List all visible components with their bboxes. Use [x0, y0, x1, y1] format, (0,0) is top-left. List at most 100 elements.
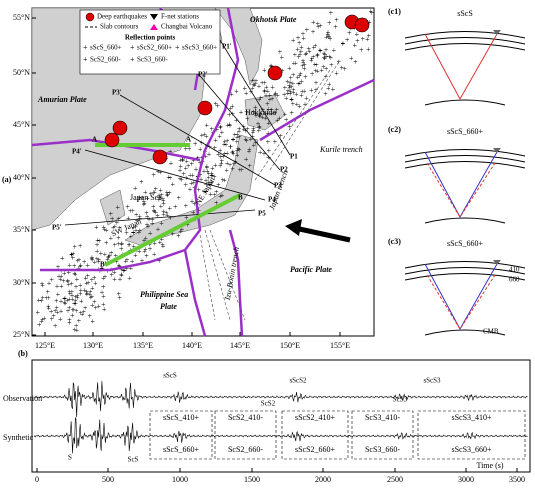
reflection-points: ++++ ++++++++++++++ ++++++++++++++++++++++… — [36, 7, 375, 335]
reflection-point: + — [242, 84, 247, 93]
reflection-point: + — [154, 184, 159, 193]
reflection-point: + — [183, 145, 188, 154]
reflection-point: + — [283, 84, 288, 93]
reflection-point: + — [67, 287, 72, 296]
reflection-point: + — [216, 181, 221, 190]
profile-label: P4 — [268, 196, 276, 204]
reflection-point: + — [40, 279, 45, 288]
reflection-point: + — [264, 91, 269, 100]
reflection-point: + — [147, 240, 152, 249]
reflection-point: + — [60, 254, 65, 263]
reflection-point: + — [36, 308, 41, 317]
reflection-point: + — [161, 242, 166, 251]
reflection-point: + — [104, 239, 109, 248]
reflection-point: + — [99, 264, 104, 273]
reflection-point: + — [180, 225, 185, 234]
reflection-point: + — [227, 120, 232, 129]
reflection-point: + — [165, 191, 170, 200]
reflection-point: + — [70, 250, 75, 259]
reflection-point: + — [209, 171, 214, 180]
reflection-point: + — [69, 250, 74, 259]
reflection-point: + — [210, 171, 215, 180]
reflection-point: + — [275, 91, 280, 100]
panel-label: (c3) — [388, 237, 401, 246]
reflection-point: + — [251, 127, 256, 136]
reflection-point: + — [192, 200, 197, 209]
reflection-point: + — [127, 240, 132, 249]
reflection-point: + — [289, 82, 294, 91]
phase-label: ScS2 — [261, 400, 276, 408]
reflection-point: + — [324, 64, 329, 73]
reflection-point: + — [288, 87, 293, 96]
reflection-point: + — [244, 136, 249, 145]
reflection-point: + — [235, 151, 240, 160]
reflection-point: + — [251, 124, 256, 133]
axis-title: Time (s) — [476, 461, 503, 470]
reflection-point: + — [101, 223, 106, 232]
reflection-point: + — [270, 94, 275, 103]
reflection-point: + — [103, 273, 108, 282]
reflection-point: + — [134, 226, 139, 235]
reflection-point: + — [92, 298, 97, 307]
reflection-point: + — [260, 78, 265, 87]
reflection-point: + — [143, 245, 148, 254]
reflection-point: + — [294, 90, 299, 99]
reflection-point: + — [215, 126, 220, 135]
ray — [424, 33, 498, 101]
reflection-point: + — [94, 223, 99, 232]
lon-label: 130°E — [83, 341, 103, 350]
station — [493, 30, 501, 35]
reflection-point: + — [168, 214, 173, 223]
reflection-point: + — [181, 156, 186, 165]
reflection-point: + — [327, 33, 332, 42]
reflection-point: + — [291, 36, 296, 45]
reflection-point: + — [249, 88, 254, 97]
reflection-point: + — [291, 86, 296, 95]
hokkaido-land — [244, 94, 286, 131]
reflection-point: + — [239, 108, 244, 117]
phase-label: ScS — [128, 456, 139, 464]
reflection-point: + — [138, 214, 143, 223]
reflection-point: + — [124, 229, 129, 238]
reflection-point: + — [352, 41, 357, 50]
reflection-point: + — [257, 126, 262, 135]
reflection-point: + — [298, 70, 303, 79]
reflection-point: + — [230, 148, 235, 157]
reflection-point: + — [145, 221, 150, 230]
reflection-point: + — [221, 152, 226, 161]
reflection-point: + — [96, 258, 101, 267]
reflection-point: + — [110, 214, 115, 223]
reflection-point: + — [315, 67, 320, 76]
reflection-point: + — [209, 178, 214, 187]
reflection-point: + — [254, 112, 259, 121]
reflection-point: + — [237, 146, 242, 155]
reflection-point: + — [212, 191, 217, 200]
reflection-point: + — [90, 276, 95, 285]
depth-label: 410 — [509, 266, 520, 274]
reflection-point: + — [232, 130, 237, 139]
reflection-point: + — [282, 90, 287, 99]
time-label: 0 — [35, 475, 39, 484]
reflection-point: + — [314, 79, 319, 88]
reflection-point: + — [159, 190, 164, 199]
reflection-point: + — [70, 253, 75, 262]
reflection-point: + — [173, 203, 178, 212]
reflection-point: + — [158, 186, 163, 195]
trace-label: Synthetic — [3, 433, 34, 442]
reflection-point: + — [53, 321, 58, 330]
reflection-point: + — [96, 302, 101, 311]
reflection-point: + — [298, 50, 303, 59]
place-label: Okhotsk Plate — [250, 15, 297, 24]
legend-label: sScS2_660+ — [137, 44, 172, 52]
reflection-point: + — [268, 91, 273, 100]
reflection-point: + — [87, 311, 92, 320]
reflection-point: + — [157, 191, 162, 200]
reflection-point: + — [56, 290, 61, 299]
reflection-point: + — [293, 59, 298, 68]
reflection-point: + — [160, 235, 165, 244]
reflection-point: + — [178, 227, 183, 236]
legend-label: sScS_660+ — [90, 44, 122, 52]
reflection-point: + — [148, 229, 153, 238]
reflection-point: + — [225, 159, 230, 168]
reflection-point: + — [56, 263, 61, 272]
